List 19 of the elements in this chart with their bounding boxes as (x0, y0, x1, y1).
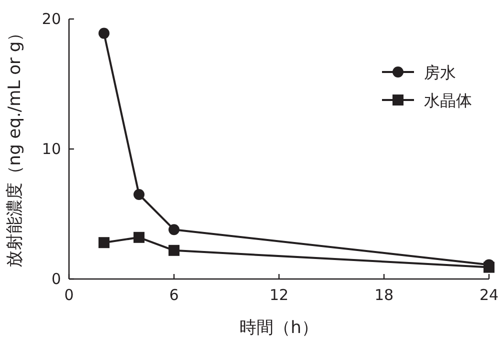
y-tick-label: 20 (42, 10, 61, 28)
point (484, 262, 494, 273)
x-tick-label: 6 (169, 286, 179, 304)
x-tick-label: 18 (374, 286, 394, 304)
point (98, 28, 110, 39)
x-tick-label: 0 (64, 286, 74, 304)
legend-label: 房水 (424, 63, 456, 82)
point (168, 224, 180, 236)
x-tick-label: 12 (269, 286, 289, 304)
x-tick-label: 24 (479, 286, 499, 304)
point (98, 237, 110, 248)
y-tick-label: 0 (51, 270, 61, 288)
point (168, 244, 180, 256)
x-axis-title: 時間（h） (240, 318, 318, 338)
legend-label: 水晶体 (424, 91, 472, 110)
point (134, 232, 144, 243)
y-tick-label: 10 (42, 140, 61, 158)
y-axis-title: 放射能濃度（ng eq./mL or g） (5, 24, 25, 268)
point (134, 189, 144, 200)
